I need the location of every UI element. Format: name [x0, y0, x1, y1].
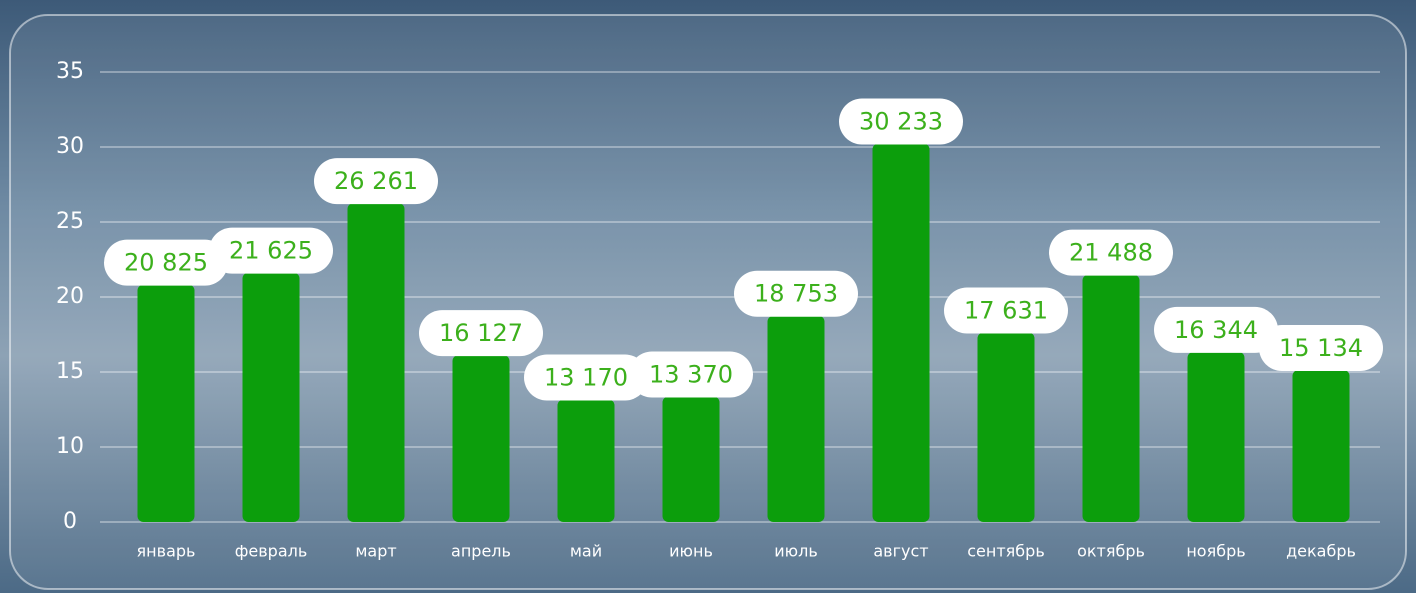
value-label: 30 233	[859, 108, 943, 136]
value-label: 15 134	[1279, 334, 1363, 362]
value-label: 13 370	[649, 360, 733, 388]
chart: 0 10 15 20 25 30 35 январь 20 825 февраль 21 625 ма…	[0, 0, 1416, 593]
x-tick-label: июнь	[669, 542, 713, 561]
y-tick-label: 15	[56, 359, 84, 384]
y-tick-label: 35	[56, 59, 84, 84]
value-label: 17 631	[964, 297, 1048, 325]
value-label: 18 753	[754, 280, 838, 308]
x-tick-label: август	[873, 542, 928, 561]
y-tick-label: 20	[56, 284, 84, 309]
x-tick-label: декабрь	[1286, 542, 1356, 561]
x-tick-label: январь	[137, 542, 196, 561]
x-tick-label: март	[355, 542, 396, 561]
x-tick-label: июль	[774, 542, 818, 561]
x-tick-label: май	[570, 542, 602, 561]
bar	[978, 333, 1035, 522]
x-tick-label: февраль	[235, 542, 308, 561]
bar	[1188, 352, 1245, 522]
y-tick-label: 0	[63, 509, 77, 534]
y-tick-label: 30	[56, 134, 84, 159]
value-label: 21 625	[229, 237, 313, 265]
value-label: 20 825	[124, 249, 208, 277]
bar	[348, 203, 405, 522]
bar	[663, 396, 720, 522]
value-label: 26 261	[334, 167, 418, 195]
bar	[453, 355, 510, 522]
value-label: 16 127	[439, 319, 523, 347]
value-label: 13 170	[544, 363, 628, 391]
page: 0 10 15 20 25 30 35 январь 20 825 февраль 21 625 ма…	[0, 0, 1416, 593]
bar	[768, 316, 825, 522]
x-tick-label: сентябрь	[967, 542, 1045, 561]
bar	[138, 285, 195, 522]
bar	[1083, 275, 1140, 522]
value-label: 21 488	[1069, 239, 1153, 267]
bar	[243, 273, 300, 522]
bar	[1293, 370, 1350, 522]
y-tick-label: 10	[56, 434, 84, 459]
x-tick-label: октябрь	[1077, 542, 1145, 561]
x-tick-label: ноябрь	[1186, 542, 1245, 561]
bar	[558, 399, 615, 522]
bar	[873, 144, 930, 522]
y-tick-label: 25	[56, 209, 84, 234]
x-tick-label: апрель	[451, 542, 511, 561]
value-label: 16 344	[1174, 316, 1258, 344]
